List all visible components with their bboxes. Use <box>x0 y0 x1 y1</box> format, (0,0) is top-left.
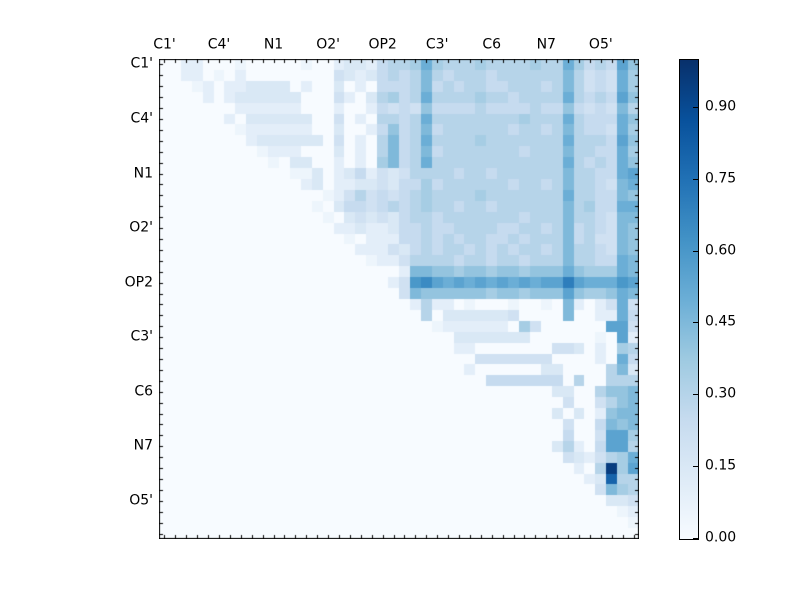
colorbar-tick <box>693 107 698 108</box>
y-tick-label: N1 <box>133 165 153 182</box>
colorbar-tick-label: 0.60 <box>705 242 737 259</box>
colorbar-tick <box>693 538 698 539</box>
colorbar-tick-label: 0.45 <box>705 313 737 330</box>
colorbar-tick <box>693 466 698 467</box>
x-tick-label: C1' <box>153 36 176 53</box>
colorbar-tick <box>693 251 698 252</box>
colorbar-tick <box>693 322 698 323</box>
x-tick-label: N1 <box>263 36 284 53</box>
y-tick-label: C3' <box>130 328 153 345</box>
colorbar-tick <box>693 394 698 395</box>
colorbar-tick-label: 0.00 <box>705 529 737 546</box>
colorbar-tick-label: 0.90 <box>705 98 737 115</box>
colorbar-tick-label: 0.30 <box>705 385 737 402</box>
y-tick-label: O5' <box>129 492 153 509</box>
colorbar <box>679 59 699 540</box>
x-tick-label: C3' <box>425 36 449 53</box>
colorbar-tick-label: 0.15 <box>705 457 737 474</box>
colorbar-tick <box>693 179 698 180</box>
y-tick-label: C1' <box>130 55 153 72</box>
heatmap-canvas <box>159 59 639 539</box>
y-tick-label: C6 <box>134 383 153 400</box>
x-tick-label: C4' <box>207 36 231 53</box>
y-tick-label: C4' <box>130 110 153 127</box>
y-tick-label: N7 <box>133 437 153 454</box>
colorbar-tick-label: 0.75 <box>705 170 737 187</box>
y-tick-label: OP2 <box>124 274 153 291</box>
y-tick-label: O2' <box>129 219 153 236</box>
x-tick-label: C6 <box>482 36 502 53</box>
x-tick-label: O2' <box>316 36 340 53</box>
x-tick-label: O5' <box>588 36 613 53</box>
x-tick-label: OP2 <box>368 36 397 53</box>
x-tick-label: N7 <box>536 36 556 53</box>
